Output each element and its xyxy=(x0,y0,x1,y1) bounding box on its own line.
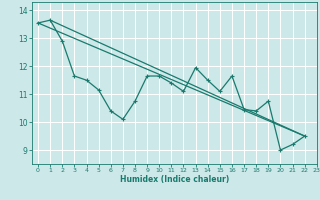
X-axis label: Humidex (Indice chaleur): Humidex (Indice chaleur) xyxy=(120,175,229,184)
